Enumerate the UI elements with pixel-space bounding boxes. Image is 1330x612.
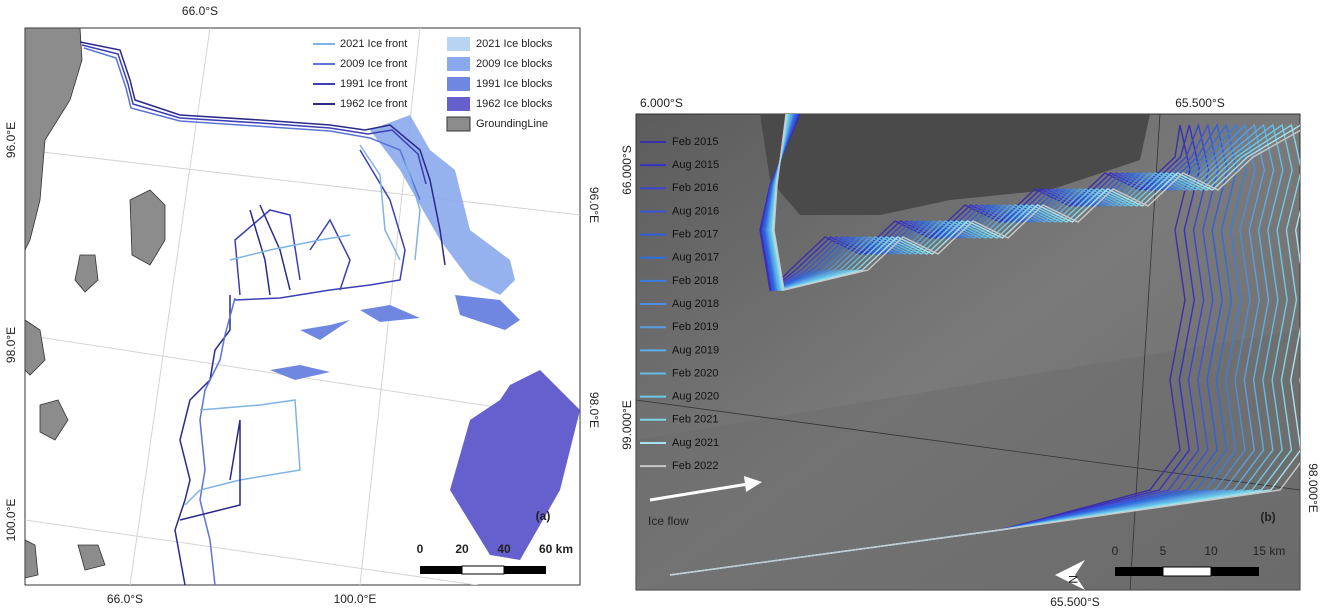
scale-label: 0	[1112, 544, 1119, 558]
coordinate-label: 96.0°E	[4, 122, 18, 158]
legend-label: 2021 Ice front	[340, 38, 407, 50]
legend-label: 1991 Ice front	[340, 78, 407, 90]
legend-label: Feb 2018	[672, 275, 718, 287]
scale-bar	[420, 566, 546, 574]
legend-label: 2009 Ice blocks	[476, 58, 553, 70]
coordinate-label: 98.0°E	[587, 392, 601, 428]
coordinate-label: 100.0°E	[334, 592, 377, 606]
legend-label: Feb 2019	[672, 321, 718, 333]
legend-label: 1991 Ice blocks	[476, 78, 553, 90]
panel-b: Feb 2015 Aug 2015 Feb 2016 Aug 2016 Feb 2017…	[636, 114, 1320, 590]
coordinate-label: 99.000°E	[620, 400, 634, 450]
scale-label: 15 km	[1253, 544, 1286, 558]
legend-label: Feb 2015	[672, 136, 718, 148]
legend-label: Aug 2021	[672, 437, 719, 449]
legend-label: Feb 2020	[672, 367, 718, 379]
legend-label: GroundingLine	[476, 118, 548, 130]
legend-swatch	[447, 37, 470, 51]
panel-a: 2021 Ice front 2009 Ice front 1991 Ice fro…	[25, 28, 580, 600]
scale-label: 10	[1204, 544, 1218, 558]
legend-label: Aug 2020	[672, 391, 719, 403]
scale-label: 5	[1160, 544, 1167, 558]
legend-label: 1962 Ice blocks	[476, 98, 553, 110]
scale-label: 20	[455, 542, 469, 556]
coordinate-label: 66.0°S	[107, 592, 143, 606]
legend-label: Aug 2015	[672, 159, 719, 171]
scale-bar-b	[1115, 567, 1259, 576]
coordinate-label: 96.0°E	[587, 187, 601, 223]
panel-label: (b)	[1260, 510, 1275, 524]
figure: 2021 Ice front 2009 Ice front 1991 Ice fro…	[0, 0, 1330, 612]
coordinate-label: 98.000°E	[1306, 463, 1320, 513]
legend-label: Feb 2021	[672, 414, 718, 426]
legend-swatch	[447, 57, 470, 71]
legend-label: 2009 Ice front	[340, 58, 407, 70]
legend-label: Aug 2016	[672, 205, 719, 217]
scale-label: 60 km	[539, 542, 573, 556]
legend-label: Aug 2019	[672, 344, 719, 356]
scale-label: 40	[497, 542, 511, 556]
coordinate-label: 6.000°S	[640, 96, 683, 110]
legend-label: 2021 Ice blocks	[476, 38, 553, 50]
scale-label: 0	[417, 542, 424, 556]
legend-label: Feb 2016	[672, 182, 718, 194]
panel-label: (a)	[536, 509, 551, 523]
coordinate-label: 65.500°S	[1175, 96, 1225, 110]
flow-label: Ice flow	[648, 514, 689, 528]
legend-label: Feb 2022	[672, 460, 718, 472]
legend-label: Aug 2018	[672, 298, 719, 310]
legend-label: 1962 Ice front	[340, 98, 407, 110]
legend-swatch	[447, 97, 470, 111]
coordinate-label: 66.000°S	[620, 145, 634, 195]
legend-label: Feb 2017	[672, 229, 718, 241]
coordinate-label: 100.0°E	[4, 499, 18, 542]
coordinate-label: 98.0°E	[4, 327, 18, 363]
legend-swatch	[447, 117, 470, 131]
coordinate-label: 66.0°S	[182, 4, 218, 18]
north-label: N	[1066, 575, 1080, 584]
legend-label: Aug 2017	[672, 252, 719, 264]
legend-swatch	[447, 77, 470, 91]
coordinate-label: 65.500°S	[1050, 595, 1100, 609]
